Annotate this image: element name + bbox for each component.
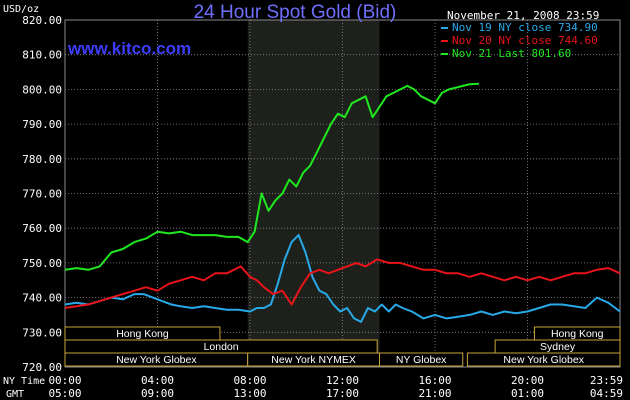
ny-time-row-label: NY Time: [3, 376, 45, 387]
series-line-2: [64, 258, 621, 309]
y-tick-label: 810.00: [22, 49, 62, 62]
y-tick-label: 800.00: [22, 83, 62, 96]
x-tick-label-gmt: 05:00: [48, 387, 81, 400]
x-tick-label-ny: 12:00: [326, 374, 359, 387]
x-tick-label-gmt: 13:00: [233, 387, 266, 400]
market-session-label: New York Globex: [503, 354, 584, 366]
market-session-label: London: [204, 341, 239, 353]
y-tick-label: 770.00: [22, 188, 62, 201]
x-tick-label-ny: 16:00: [418, 374, 451, 387]
y-axis: 720.00 730.00 740.00 750.00 760.00 770.00 780.…: [22, 14, 62, 374]
market-session-label: New York NYMEX: [271, 354, 356, 366]
x-tick-label-ny: 04:00: [141, 374, 174, 387]
plot-frame: [64, 19, 621, 368]
x-tick-label-ny: 00:00: [48, 374, 81, 387]
market-session-label: Sydney: [540, 341, 576, 353]
x-tick-label-ny: 23:59: [590, 374, 623, 387]
x-tick-label-ny: 08:00: [233, 374, 266, 387]
series-line-3: [64, 82, 479, 271]
x-tick-label-gmt: 21:00: [418, 387, 451, 400]
y-tick-label: 820.00: [22, 14, 62, 27]
market-session-label: NY Globex: [396, 354, 447, 366]
y-tick-label: 730.00: [22, 326, 62, 339]
market-session-label: Hong Kong: [116, 328, 169, 340]
series-lines: [64, 82, 621, 323]
y-tick-label: 720.00: [22, 361, 62, 374]
legend-entry: Nov 21 Last 801.60: [452, 47, 571, 60]
y-tick-label: 780.00: [22, 153, 62, 166]
y-tick-label: 790.00: [22, 118, 62, 131]
y-tick-label: 740.00: [22, 292, 62, 305]
x-tick-label-gmt: 17:00: [326, 387, 359, 400]
chart-title: 24 Hour Spot Gold (Bid): [194, 2, 397, 23]
y-tick-label: 760.00: [22, 222, 62, 235]
market-session-label: Hong Kong: [551, 328, 604, 340]
site-label: www.kitco.com: [67, 39, 191, 58]
x-tick-label-ny: 20:00: [511, 374, 544, 387]
market-session-label: New York Globex: [116, 354, 197, 366]
x-tick-label-gmt: 04:59: [590, 387, 623, 400]
legend-entry: Nov 20 NY close 744.60: [452, 34, 598, 47]
y-tick-label: 750.00: [22, 257, 62, 270]
series-line-1: [64, 234, 621, 323]
x-tick-label-gmt: 09:00: [141, 387, 174, 400]
market-session-box: [466, 352, 621, 367]
legend-entry: Nov 19 NY close 734.90: [452, 21, 598, 34]
unit-label: USD/oz: [3, 4, 39, 15]
gmt-row-label: GMT: [6, 389, 24, 400]
x-tick-label-gmt: 01:00: [511, 387, 544, 400]
timestamp: November 21, 2008 23:59: [447, 9, 599, 22]
market-session-box: [379, 352, 464, 367]
